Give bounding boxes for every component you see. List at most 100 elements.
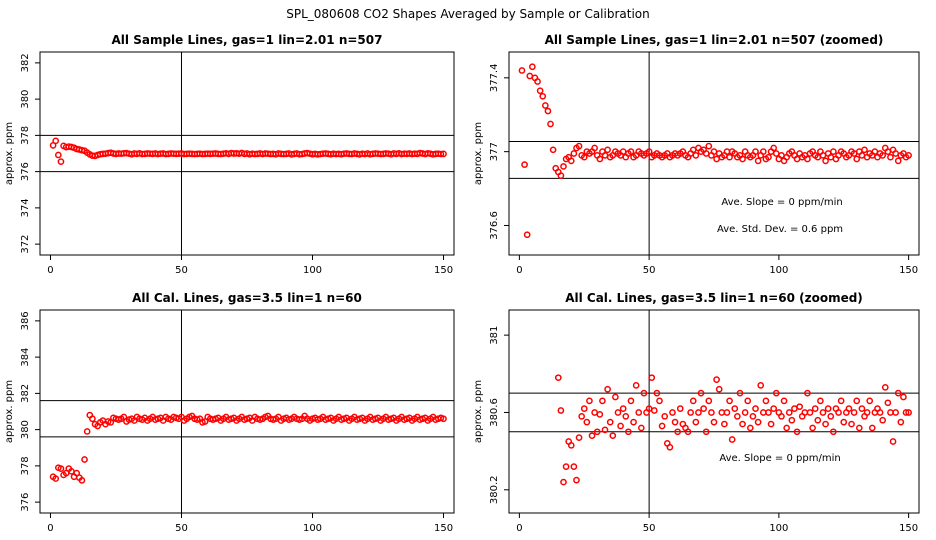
data-point [583,418,591,426]
data-point [759,148,767,156]
data-point [635,409,643,416]
data-point [889,438,897,445]
x-tick-label: 0 [516,265,522,276]
data-point [752,148,759,156]
data-point [671,418,679,426]
data-point [879,416,887,424]
data-point [837,397,845,405]
data-point [560,163,567,170]
data-point [656,397,663,405]
data-point [705,142,713,150]
data-point [824,405,832,412]
data-point [705,397,713,405]
data-point [547,120,554,128]
data-point [57,465,65,472]
data-point [676,405,684,412]
data-point [612,393,619,401]
x-tick-label: 50 [643,265,656,276]
data-point [822,157,829,165]
data-point [557,172,565,179]
data-point [632,382,640,389]
y-tick-label: 382 [20,384,31,403]
data-point [440,150,447,158]
data-point [811,405,819,412]
y-tick-label: 372 [20,235,31,254]
data-point [544,107,552,115]
data-point [858,405,866,412]
data-point [819,409,827,416]
data-point [630,418,637,426]
data-point [700,405,707,412]
data-point [52,137,60,145]
data-point [830,428,837,436]
data-point [746,424,754,432]
data-point [879,151,887,159]
data-point [702,428,710,436]
data-point [645,148,653,156]
data-point [770,144,778,152]
figure-title: SPL_080608 CO2 Shapes Averaged by Sample… [286,7,650,21]
data-point [573,476,580,484]
data-point [845,405,853,412]
data-point [866,397,874,405]
x-tick-label: 100 [769,265,788,276]
data-point [684,428,692,436]
data-point [850,409,858,416]
data-point [830,148,837,156]
data-point [648,374,656,382]
x-tick-label: 100 [769,523,788,534]
stat-annotation: Ave. Slope = 0 ppm/min [719,453,840,464]
data-point [575,434,583,441]
data-point [604,385,611,393]
panel-title: All Sample Lines, gas=1 lin=2.01 n=507 (… [545,33,884,47]
data-point [741,409,749,416]
data-point [588,432,596,440]
data-point [606,418,614,426]
plot-frame [508,51,920,256]
data-point [78,477,86,484]
y-tick-label: 384 [20,348,31,367]
data-point [560,478,567,486]
data-point [804,389,811,397]
data-point [661,412,669,420]
data-point [715,385,723,393]
data-point [666,443,674,451]
data-point [596,411,604,418]
data-point [806,409,814,416]
data-point [788,416,796,424]
chart-panels: All Sample Lines, gas=1 lin=2.01 n=507 0 5… [4,33,920,534]
data-point [713,376,720,383]
data-point [637,424,645,432]
data-point [580,153,588,161]
data-point [804,155,811,163]
data-point [567,157,575,165]
y-tick-label: 381 [489,326,500,345]
data-point [518,67,526,74]
data-point [757,382,765,389]
data-point [593,428,601,436]
x-tick-label: 150 [899,265,918,276]
data-point [650,407,658,414]
data-point [796,403,803,411]
y-tick-label: 376 [20,493,31,512]
data-point [57,158,65,166]
data-point [591,144,598,152]
chart-panel-3: All Cal. Lines, gas=3.5 lin=1 n=60 0 50 100… [4,291,455,534]
plot-frame [508,309,920,514]
data-point [778,412,785,420]
plot-frame [39,51,455,256]
chart-panel-1: All Sample Lines, gas=1 lin=2.01 n=507 0 5… [4,33,455,276]
data-point [437,150,445,158]
data-point [534,78,541,85]
data-point [780,397,788,405]
data-point [625,428,632,436]
data-point [617,422,624,430]
data-point [687,409,694,416]
data-point [596,155,604,163]
data-point [580,405,588,412]
data-point [549,146,557,154]
data-point [739,420,746,428]
x-tick-label: 50 [643,523,656,534]
plot-frame [39,309,455,514]
data-point [674,428,682,436]
